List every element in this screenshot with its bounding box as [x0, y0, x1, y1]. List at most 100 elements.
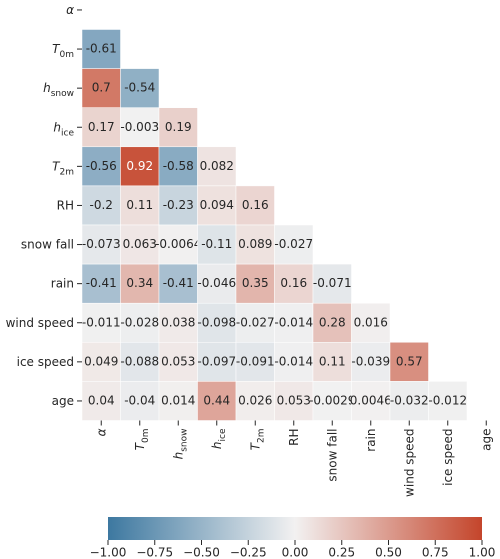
cell	[120, 263, 160, 304]
cell-label: -0.0064	[155, 237, 201, 251]
label-text: RH	[57, 198, 74, 212]
cell-label: 0.026	[238, 393, 272, 407]
cell-label: -0.097	[197, 354, 236, 368]
axis-label: RH	[286, 429, 300, 446]
label-text: wind speed	[6, 315, 74, 329]
label-text: ice speed	[17, 354, 74, 368]
label-text: wind speed	[402, 429, 416, 497]
cell-label: -0.088	[120, 354, 159, 368]
colorbar-tick-label: 0.75	[422, 546, 449, 559]
cell-label: 0.19	[165, 120, 192, 134]
axis-label: snow fall	[21, 237, 74, 251]
cell	[81, 29, 121, 69]
cell-label: 0.049	[84, 354, 118, 368]
cell	[274, 381, 314, 421]
label-sub: 2m	[60, 167, 75, 177]
cell	[81, 107, 121, 148]
cell	[158, 224, 198, 265]
cell-label: -0.027	[274, 237, 313, 251]
label-text: α	[66, 2, 74, 16]
cell-label: 0.053	[277, 393, 311, 407]
cell-label: -0.41	[86, 276, 117, 290]
axis-label: hsnow	[171, 429, 189, 460]
label-sub: 2m	[256, 429, 266, 444]
axis-label: RH	[57, 198, 74, 212]
label-sub: ice	[217, 428, 227, 441]
cell	[81, 342, 121, 382]
cell	[312, 302, 352, 343]
cell-label: 0.11	[319, 354, 346, 368]
label-text: age	[479, 429, 493, 451]
cell	[312, 263, 352, 304]
label-text: T	[248, 441, 262, 450]
cell-label: 0.28	[319, 315, 346, 329]
cell-label: -0.027	[236, 315, 275, 329]
cell	[158, 342, 198, 382]
cell	[158, 107, 198, 148]
cell-label: -0.098	[197, 315, 236, 329]
axis-label: age	[52, 393, 74, 407]
cell-label: -0.58	[163, 159, 194, 173]
cell-label: 0.063	[123, 237, 157, 251]
cell-label: -0.011	[82, 315, 121, 329]
axis-label: snow fall	[325, 429, 339, 482]
axis-label: hsnow	[43, 81, 74, 99]
cell	[158, 185, 198, 226]
cell-label: 0.016	[354, 315, 388, 329]
cell	[274, 224, 314, 265]
cell	[197, 263, 237, 304]
cell-label: 0.16	[280, 276, 307, 290]
cell	[81, 381, 121, 421]
cell-label: -0.41	[163, 276, 194, 290]
cell	[235, 224, 275, 265]
cell	[81, 302, 121, 343]
cell	[158, 381, 198, 421]
label-sub: snow	[51, 89, 74, 99]
cell-label: -0.071	[313, 276, 352, 290]
cell-label: 0.094	[200, 198, 234, 212]
colorbar-tick-label: 0.50	[375, 546, 402, 559]
label-text: h	[171, 452, 185, 460]
colorbar-tick-label: 0.25	[328, 546, 355, 559]
cell	[389, 342, 429, 382]
cell-label: -0.0029	[309, 393, 355, 407]
cell-label: -0.003	[120, 120, 159, 134]
cell	[197, 146, 237, 187]
colorbar-tick-label: −0.50	[183, 546, 220, 559]
cell-label: 0.053	[161, 354, 195, 368]
cell-label: -0.091	[236, 354, 275, 368]
label-text: T	[132, 441, 146, 450]
label-text: T	[52, 159, 61, 173]
cell-label: -0.2	[90, 198, 113, 212]
axis-label: age	[479, 429, 493, 451]
cell	[120, 146, 160, 187]
cell-label: 0.038	[161, 315, 195, 329]
label-text: T	[52, 42, 61, 56]
label-text: h	[209, 442, 223, 450]
cell	[120, 68, 160, 108]
cell-label: 0.16	[242, 198, 269, 212]
cell	[197, 185, 237, 226]
cell	[235, 185, 275, 226]
cell-label: 0.082	[200, 159, 234, 173]
cell-label: -0.11	[201, 237, 232, 251]
cell-label: 0.7	[92, 81, 111, 95]
axis-label: T2m	[52, 159, 74, 177]
axis-label: T0m	[52, 42, 74, 60]
cell-label: 0.014	[161, 393, 195, 407]
axis-label: ice speed	[17, 354, 74, 368]
colorbar-tick-label: −1.00	[90, 546, 127, 559]
cell	[235, 381, 275, 421]
cell-label: -0.012	[428, 393, 467, 407]
cell-label: 0.34	[126, 276, 153, 290]
label-text: ice speed	[440, 429, 454, 486]
label-text: RH	[286, 429, 300, 446]
axis-label: α	[66, 2, 74, 16]
cell-label: -0.23	[163, 198, 194, 212]
cell-label: -0.073	[82, 237, 121, 251]
cell	[120, 224, 160, 265]
cell-label: -0.61	[86, 42, 117, 56]
label-text: rain	[51, 276, 74, 290]
axis-label: wind speed	[6, 315, 74, 329]
